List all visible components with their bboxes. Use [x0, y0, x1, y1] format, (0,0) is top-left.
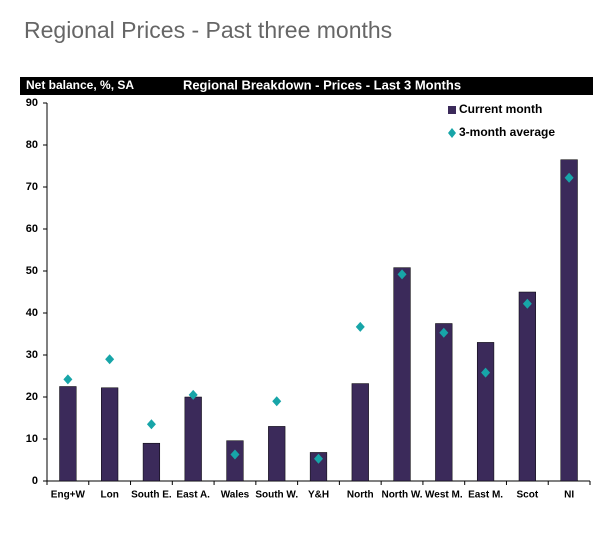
- y-tick-label: 30: [26, 349, 38, 361]
- y-tick-label: 50: [26, 265, 38, 277]
- bar: [226, 440, 244, 482]
- x-tick-label: Wales: [221, 490, 250, 501]
- marker: [188, 389, 198, 400]
- bar: [351, 383, 369, 482]
- x-tick-label: Eng+W: [51, 490, 86, 501]
- marker: [314, 453, 323, 464]
- bar: [268, 426, 286, 482]
- x-tick-label: NI: [564, 490, 574, 501]
- y-tick-label: 20: [26, 391, 38, 403]
- bar: [142, 442, 161, 482]
- marker: [272, 396, 282, 407]
- marker: [146, 419, 156, 430]
- marker: [439, 327, 449, 338]
- legend-swatch: [448, 106, 456, 114]
- y-tick-label: 70: [26, 181, 38, 193]
- bar: [518, 291, 536, 482]
- x-tick-label: East A.: [176, 490, 210, 501]
- legend-label: Current month: [459, 102, 542, 116]
- legend-label: 3-month average: [459, 125, 555, 139]
- y-axis-label: Net balance, %, SA: [26, 78, 134, 92]
- bar: [393, 267, 411, 482]
- x-tick-label: Y&H: [308, 490, 329, 501]
- y-tick-label: 40: [26, 307, 38, 319]
- bar: [101, 387, 119, 482]
- x-tick-label: Lon: [100, 490, 118, 501]
- x-tick-label: North W.: [381, 490, 422, 501]
- x-tick-label: East M.: [468, 490, 503, 501]
- y-tick-label: 0: [32, 475, 38, 487]
- bar: [309, 452, 328, 482]
- bar: [476, 342, 495, 482]
- marker: [63, 374, 73, 385]
- x-tick-label: North: [347, 490, 374, 501]
- chart-title: Regional Breakdown - Prices - Last 3 Mon…: [183, 77, 461, 92]
- marker: [564, 172, 574, 183]
- y-tick-label: 90: [26, 97, 38, 109]
- bar: [435, 323, 453, 482]
- legend-swatch: [448, 128, 456, 138]
- bar: [560, 159, 578, 482]
- x-tick-label: West M.: [425, 490, 463, 501]
- marker: [105, 354, 115, 365]
- x-tick-label: Scot: [517, 490, 539, 501]
- marker: [522, 298, 532, 309]
- marker: [230, 449, 240, 460]
- bar: [59, 386, 77, 482]
- page-title: Regional Prices - Past three months: [24, 17, 392, 43]
- bar: [184, 396, 202, 482]
- x-tick-label: South W.: [255, 490, 298, 501]
- marker: [397, 269, 407, 280]
- marker: [481, 367, 491, 378]
- y-tick-label: 10: [26, 433, 38, 445]
- y-tick-label: 80: [26, 139, 38, 151]
- x-tick-label: South E.: [131, 490, 172, 501]
- marker: [355, 321, 365, 332]
- y-tick-label: 60: [26, 223, 38, 235]
- chart-header-band: [20, 77, 593, 95]
